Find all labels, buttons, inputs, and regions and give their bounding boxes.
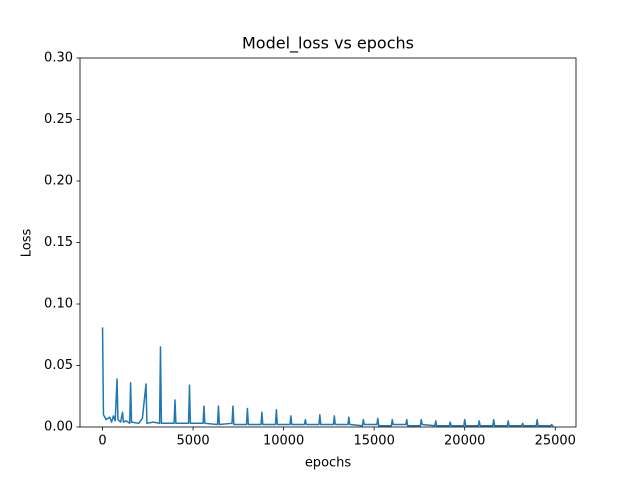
x-tick-label: 5000 — [177, 434, 210, 449]
x-axis-label: epochs — [305, 456, 352, 471]
y-tick-label: 0.20 — [44, 174, 73, 189]
y-tick-label: 0.05 — [44, 358, 73, 373]
y-axis-label: Loss — [20, 229, 35, 258]
y-tick-label: 0.10 — [44, 297, 73, 312]
chart-title: Model_loss vs epochs — [242, 34, 414, 54]
x-tick-label: 15000 — [353, 434, 394, 449]
plot-frame — [79, 57, 577, 428]
x-tick-label: 0 — [98, 434, 106, 449]
y-tick-label: 0.25 — [44, 112, 73, 127]
y-tick-label: 0.30 — [44, 51, 73, 66]
x-tick-label: 25000 — [535, 434, 576, 449]
y-tick-label: 0.00 — [44, 420, 73, 435]
x-tick-label: 10000 — [263, 434, 304, 449]
x-tick-label: 20000 — [444, 434, 485, 449]
line-series — [101, 327, 554, 427]
y-tick-label: 0.15 — [44, 235, 73, 250]
